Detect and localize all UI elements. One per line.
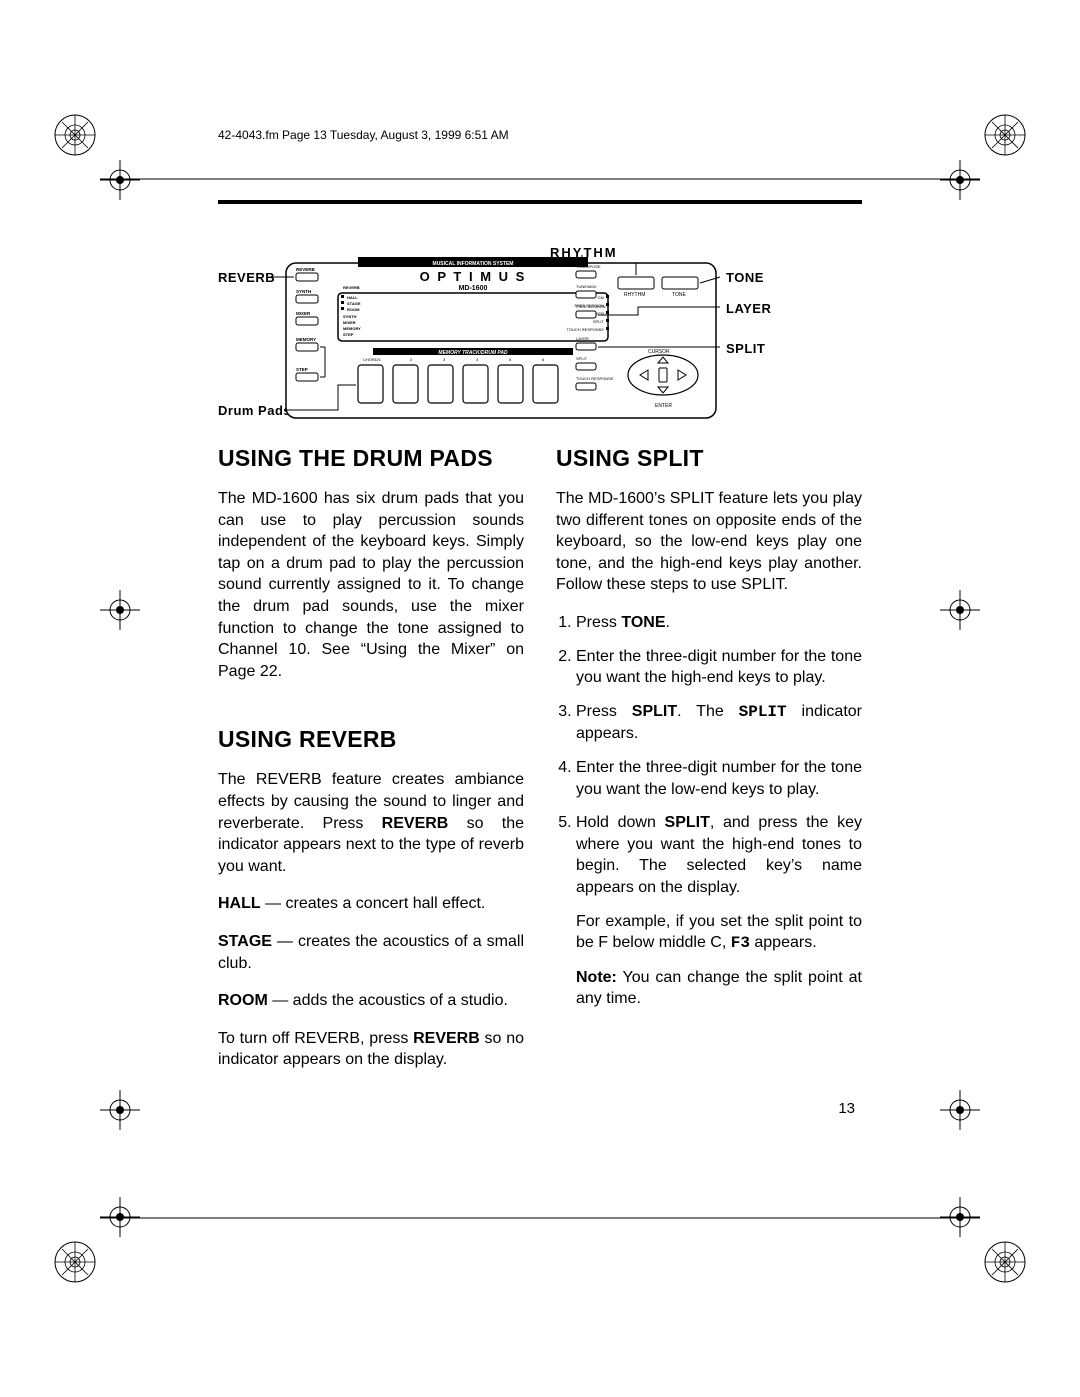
svg-text:MUSICAL INFORMATION SYSTEM: MUSICAL INFORMATION SYSTEM [433, 261, 514, 267]
svg-text:TOUCH RESPONSE: TOUCH RESPONSE [567, 327, 605, 332]
para-reverb-stage: STAGE — creates the acoustics of a small… [218, 931, 524, 974]
svg-text:SYNTH: SYNTH [296, 289, 311, 294]
right-column: USING SPLIT The MD-1600’s SPLIT feature … [556, 445, 862, 1087]
thick-rule [218, 200, 862, 204]
svg-text:TOUCH RESPONSE: TOUCH RESPONSE [576, 376, 614, 381]
svg-text:HALL: HALL [347, 295, 358, 300]
svg-text:MEMORY: MEMORY [343, 326, 361, 331]
svg-text:STEP: STEP [296, 367, 308, 372]
split-step-2: Enter the three-digit number for the ton… [576, 646, 862, 689]
svg-text:SPLIT: SPLIT [576, 356, 588, 361]
svg-text:MD-1600: MD-1600 [459, 285, 488, 292]
frame-line [100, 178, 980, 180]
svg-text:RHYTHM: RHYTHM [624, 292, 645, 298]
left-column: USING THE DRUM PADS The MD-1600 has six … [218, 445, 524, 1087]
para-reverb-off: To turn off REVERB, press REVERB so no i… [218, 1028, 524, 1071]
svg-text:O P T I M U S: O P T I M U S [420, 269, 527, 284]
split-step-5-example: For example, if you set the split point … [576, 911, 862, 955]
svg-text:FREE SESSION: FREE SESSION [576, 304, 606, 309]
registration-mark-br [980, 1237, 1030, 1287]
svg-text:SYNTH: SYNTH [343, 314, 357, 319]
split-step-3: Press SPLIT. The SPLIT indicator appears… [576, 701, 862, 745]
page: 42-4043.fm Page 13 Tuesday, August 3, 19… [0, 0, 1080, 1397]
svg-text:TRANSPOSE: TRANSPOSE [576, 264, 601, 269]
split-step-4: Enter the three-digit number for the ton… [576, 757, 862, 800]
keyboard-panel-diagram: REVERB Drum Pads RHYTHM TONE LAYER SPLIT… [218, 235, 862, 425]
heading-drum-pads: USING THE DRUM PADS [218, 445, 524, 472]
crosshair-icon [940, 160, 980, 200]
svg-text:MEMORY TRACK/DRUM PAD: MEMORY TRACK/DRUM PAD [438, 350, 508, 356]
para-drum-pads: The MD-1600 has six drum pads that you c… [218, 488, 524, 682]
svg-text:TUNE/MIDI: TUNE/MIDI [576, 284, 596, 289]
svg-text:LAYER: LAYER [576, 336, 589, 341]
svg-text:MEMORY: MEMORY [296, 337, 316, 342]
split-step-5: Hold down SPLIT, and press the key where… [576, 812, 862, 1010]
svg-text:ROOM: ROOM [347, 307, 360, 312]
svg-text:CHORD/1: CHORD/1 [363, 357, 382, 362]
svg-text:GM: GM [598, 295, 604, 300]
para-split-intro: The MD-1600’s SPLIT feature lets you pla… [556, 488, 862, 596]
heading-reverb: USING REVERB [218, 726, 524, 753]
registration-mark-tl [50, 110, 100, 160]
para-reverb-hall: HALL — creates a concert hall effect. [218, 893, 524, 915]
svg-text:REVERB: REVERB [343, 285, 360, 290]
split-steps-list: Press TONE. Enter the three-digit number… [556, 612, 862, 1010]
svg-text:STAGE: STAGE [347, 301, 361, 306]
svg-text:CURSOR: CURSOR [648, 349, 670, 355]
page-header-line: 42-4043.fm Page 13 Tuesday, August 3, 19… [218, 128, 509, 142]
svg-text:SPLIT: SPLIT [593, 319, 605, 324]
crosshair-icon [940, 590, 980, 630]
heading-split: USING SPLIT [556, 445, 862, 472]
svg-text:TONE: TONE [672, 292, 686, 298]
registration-mark-bl [50, 1237, 100, 1287]
split-note: Note: You can change the split point at … [576, 967, 862, 1010]
svg-text:MIXER: MIXER [343, 320, 356, 325]
svg-text:ENTER: ENTER [655, 403, 672, 409]
panel-svg: MUSICAL INFORMATION SYSTEM O P T I M U S… [218, 235, 862, 425]
svg-text:REVERB: REVERB [296, 267, 316, 272]
frame-line [100, 1217, 980, 1219]
page-number: 13 [838, 1100, 855, 1117]
crosshair-icon [100, 160, 140, 200]
registration-mark-tr [980, 110, 1030, 160]
crosshair-icon [100, 590, 140, 630]
para-reverb-intro: The REVERB feature creates ambiance effe… [218, 769, 524, 877]
para-reverb-room: ROOM — adds the acoustics of a studio. [218, 990, 524, 1012]
two-column-layout: USING THE DRUM PADS The MD-1600 has six … [218, 445, 862, 1087]
crosshair-icon [940, 1090, 980, 1130]
svg-text:MIXER: MIXER [296, 311, 311, 316]
svg-text:STEP: STEP [343, 332, 354, 337]
crosshair-icon [100, 1090, 140, 1130]
split-step-1: Press TONE. [576, 612, 862, 634]
